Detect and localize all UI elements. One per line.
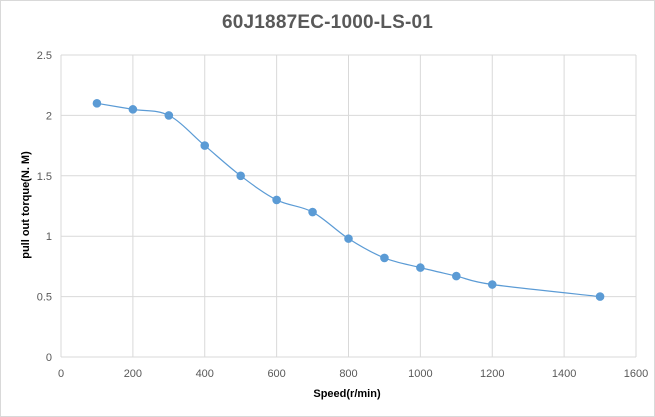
x-tick-label: 1000: [408, 368, 432, 380]
y-tick-label: 1: [46, 231, 52, 243]
data-point: [487, 280, 497, 289]
y-axis-label: pull out torque(N. M): [20, 151, 32, 259]
data-point: [128, 105, 138, 114]
y-tick-label: 0: [46, 352, 52, 364]
x-tick-label: 1600: [624, 368, 648, 380]
data-point: [308, 207, 317, 217]
x-tick-label: 800: [339, 368, 357, 380]
chart-title: 60J1887EC-1000-LS-01: [221, 12, 434, 33]
x-tick-label: 1200: [480, 368, 504, 380]
data-point: [164, 111, 174, 120]
x-tick-label: 0: [58, 368, 64, 380]
grid-lines: [60, 54, 637, 358]
data-points: [92, 99, 605, 301]
y-tick-label: 2.5: [37, 50, 52, 62]
data-point: [236, 171, 245, 181]
x-tick-labels: 0 200 400 600 800 1000 1200 1400 1600: [58, 368, 648, 380]
x-axis-label: Speed(r/min): [313, 388, 381, 400]
y-tick-label: 1.5: [37, 171, 52, 183]
data-point: [595, 292, 605, 301]
x-tick-label: 400: [196, 368, 214, 380]
y-tick-label: 0.5: [37, 292, 52, 304]
data-point: [380, 253, 389, 263]
x-tick-label: 600: [267, 368, 285, 380]
y-tick-labels: 0 0.5 1 1.5 2 2.5: [37, 50, 52, 364]
x-tick-label: 1400: [552, 368, 576, 380]
y-tick-label: 2: [46, 110, 52, 122]
data-point: [200, 141, 210, 150]
x-tick-label: 200: [124, 368, 142, 380]
data-point: [92, 99, 102, 108]
data-point: [416, 263, 425, 272]
data-point: [452, 271, 461, 281]
data-point: [344, 234, 353, 243]
data-point: [272, 195, 281, 205]
